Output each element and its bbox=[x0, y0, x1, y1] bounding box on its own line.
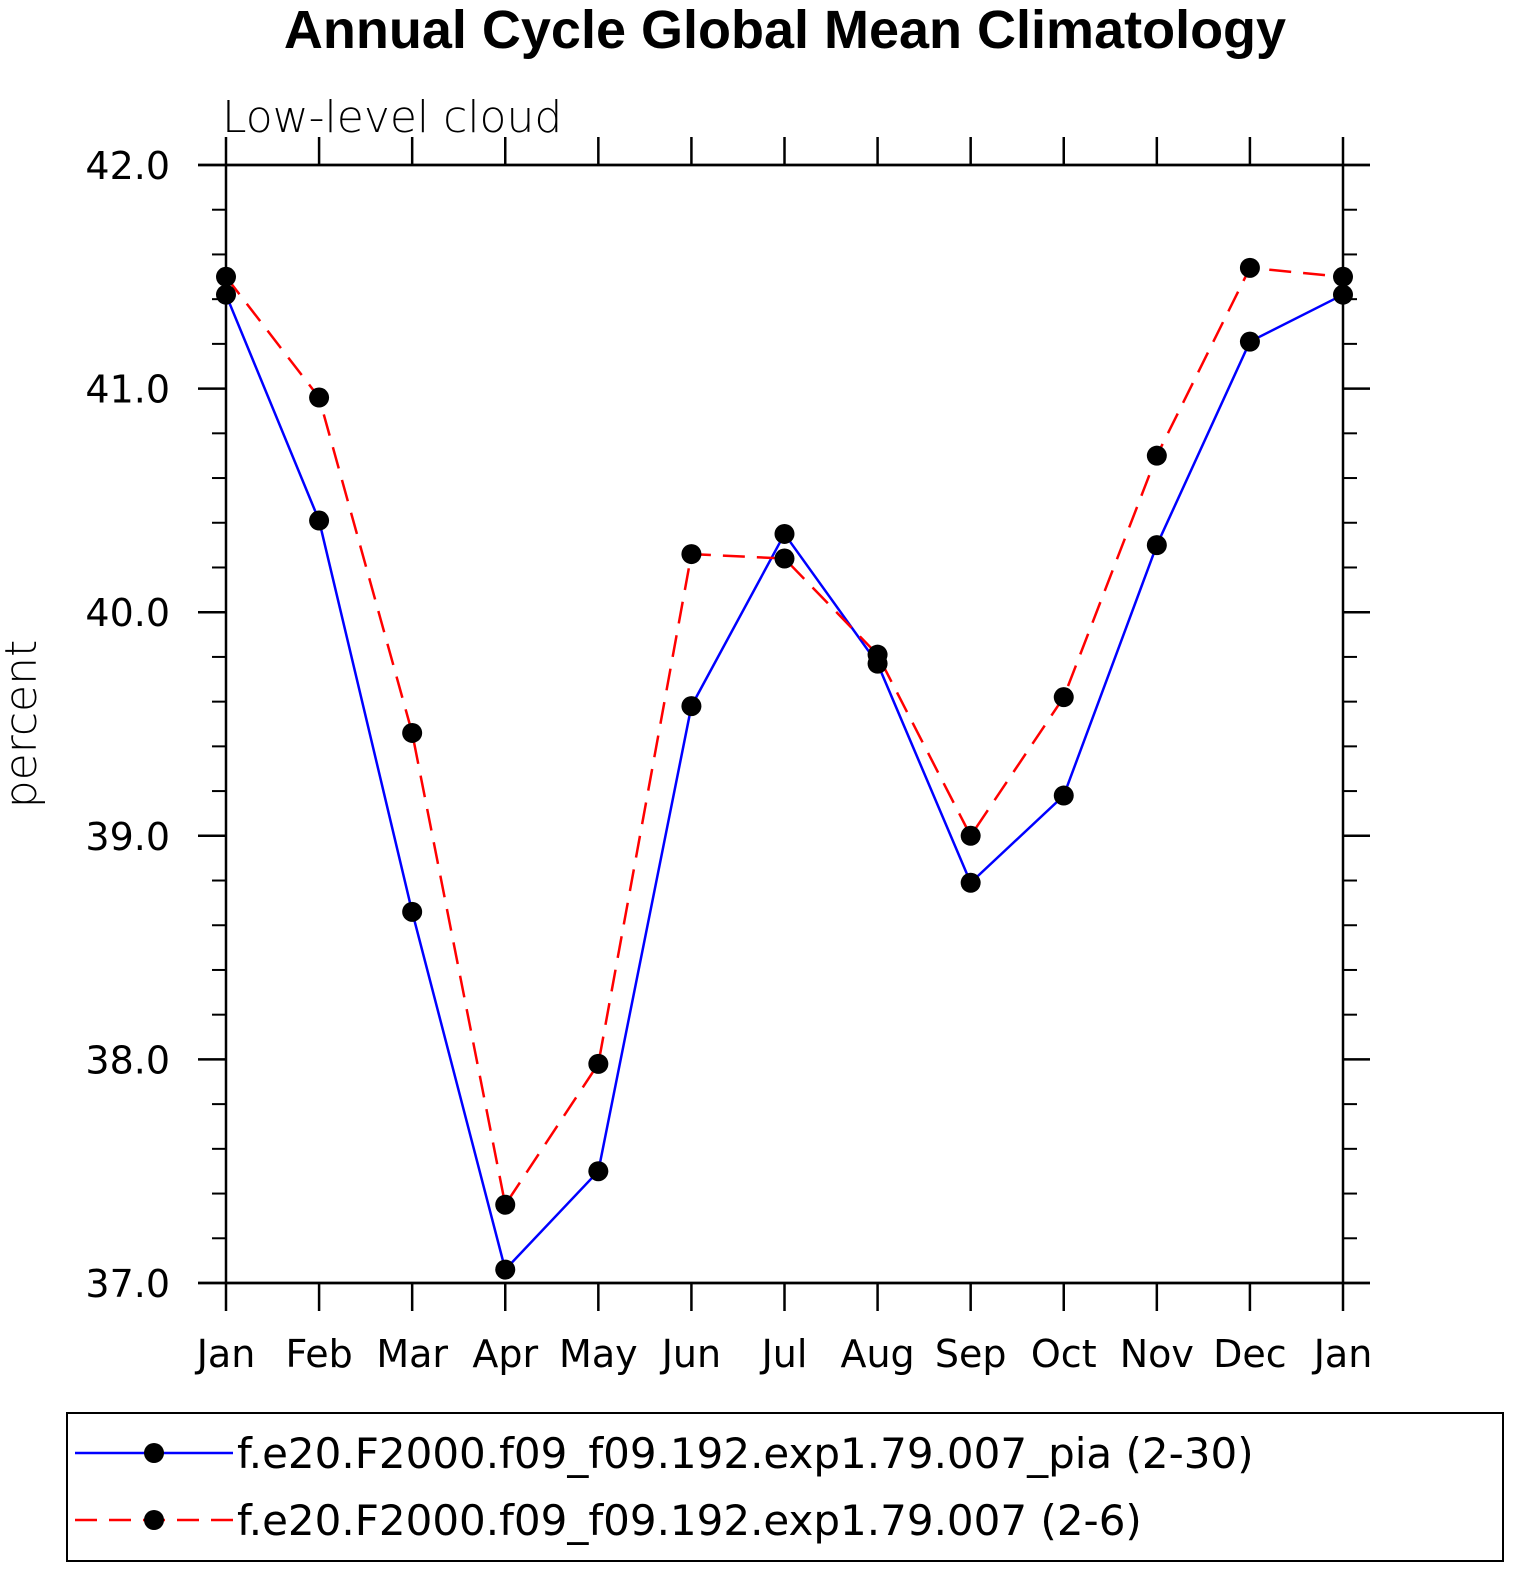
series-1-point bbox=[216, 284, 236, 305]
series-1-point bbox=[681, 696, 702, 717]
series-2-point bbox=[1333, 266, 1353, 287]
series-2-point bbox=[681, 544, 702, 565]
x-tick-label: Aug bbox=[840, 1332, 914, 1376]
series-2-point bbox=[309, 387, 330, 408]
x-tick-label: Jun bbox=[660, 1332, 721, 1376]
series-1-point bbox=[402, 901, 423, 922]
series-1-point bbox=[1053, 785, 1074, 806]
x-tick-label: Jan bbox=[195, 1332, 256, 1376]
x-tick-label: Sep bbox=[935, 1332, 1007, 1376]
x-tick-label: Jan bbox=[1312, 1332, 1373, 1376]
x-tick-label: Jul bbox=[760, 1332, 808, 1376]
plot-frame bbox=[224, 163, 1345, 1285]
series-2-point bbox=[1053, 687, 1074, 708]
y-tick-label: 39.0 bbox=[85, 815, 170, 859]
series-2-point bbox=[960, 825, 981, 846]
series-1-point bbox=[495, 1259, 516, 1280]
y-axis-label: percent bbox=[0, 640, 47, 809]
legend-marker-series-2 bbox=[144, 1510, 164, 1530]
series-1-point bbox=[309, 510, 330, 531]
x-tick-label: Apr bbox=[472, 1332, 538, 1376]
chart-subtitle: Low-level cloud bbox=[222, 92, 562, 143]
legend-marker-series-1 bbox=[144, 1443, 164, 1463]
series-2-point bbox=[588, 1053, 609, 1074]
series-1-point bbox=[1239, 331, 1260, 352]
series-2-point bbox=[1239, 257, 1260, 278]
series-line-1 bbox=[224, 293, 1344, 1273]
x-tick-label: May bbox=[559, 1332, 638, 1376]
series-2-point bbox=[1146, 445, 1167, 466]
x-tick-label: Oct bbox=[1031, 1332, 1097, 1376]
axes: Jan Feb Mar Apr May Jun Jul Aug Sep Oct Nov Dec Jan 3… bbox=[85, 137, 1372, 1376]
x-tick-label: Dec bbox=[1213, 1332, 1287, 1376]
y-tick-label: 41.0 bbox=[85, 368, 170, 412]
chart-title: Annual Cycle Global Mean Climatology bbox=[284, 0, 1286, 60]
x-tick-label: Feb bbox=[285, 1332, 352, 1376]
legend: f.e20.F2000.f09_f09.192.exp1.79.007_pia … bbox=[66, 1412, 1504, 1562]
y-tick-label: 37.0 bbox=[85, 1262, 170, 1306]
series-1-point bbox=[1333, 284, 1353, 305]
legend-label-series-1: f.e20.F2000.f09_f09.192.exp1.79.007_pia … bbox=[237, 1429, 1254, 1478]
x-tick-label: Nov bbox=[1120, 1332, 1194, 1376]
legend-box bbox=[66, 1412, 1504, 1562]
legend-label-series-2: f.e20.F2000.f09_f09.192.exp1.79.007 (2-6… bbox=[237, 1496, 1142, 1545]
y-tick-label: 40.0 bbox=[85, 591, 170, 635]
series-1-point bbox=[588, 1161, 609, 1182]
series-group bbox=[216, 257, 1353, 1280]
series-2-point bbox=[216, 266, 236, 287]
series-2-point bbox=[402, 722, 423, 743]
y-tick-label: 42.0 bbox=[85, 144, 170, 188]
series-1-point bbox=[960, 872, 981, 893]
series-1-point bbox=[1146, 535, 1167, 556]
series-2-point bbox=[774, 548, 795, 569]
series-1-point bbox=[774, 523, 795, 544]
series-2-point bbox=[495, 1194, 516, 1215]
series-2-point bbox=[867, 644, 888, 665]
y-tick-label: 38.0 bbox=[85, 1038, 170, 1082]
x-tick-label: Mar bbox=[376, 1332, 448, 1376]
series-line-2 bbox=[225, 266, 1344, 1208]
